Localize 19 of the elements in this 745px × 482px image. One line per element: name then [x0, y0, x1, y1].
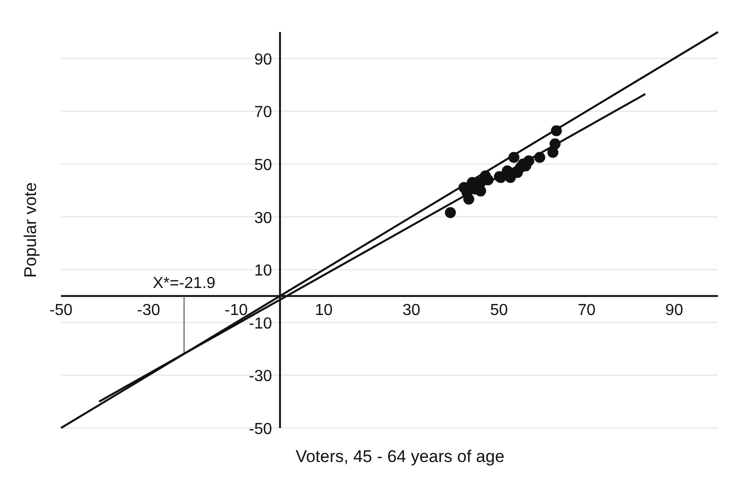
- x-tick-label: -30: [137, 302, 160, 319]
- x-tick-label: 10: [314, 302, 333, 319]
- y-tick-label: 70: [254, 104, 272, 122]
- x-axis-title: Voters, 45 - 64 years of age: [296, 447, 504, 466]
- ref-line-label: X*=-21.9: [152, 275, 216, 292]
- x-tick-label: -10: [224, 302, 248, 319]
- y-tick-label: -10: [248, 315, 272, 332]
- x-tick-label: 30: [402, 302, 420, 319]
- y-axis-title: Popular vote: [21, 182, 40, 278]
- x-tick-label: -50: [49, 302, 73, 319]
- y-tick-label: 30: [254, 210, 272, 227]
- y-tick-label: 90: [254, 51, 272, 68]
- x-tick-label: 70: [578, 302, 596, 319]
- y-tick-label: -30: [248, 368, 272, 386]
- y-tick-label: 10: [254, 262, 272, 280]
- x-tick-label: 50: [490, 302, 508, 319]
- x-tick-label: 90: [665, 302, 684, 319]
- y-tick-label: 50: [254, 157, 272, 174]
- y-tick-label: -50: [248, 421, 272, 438]
